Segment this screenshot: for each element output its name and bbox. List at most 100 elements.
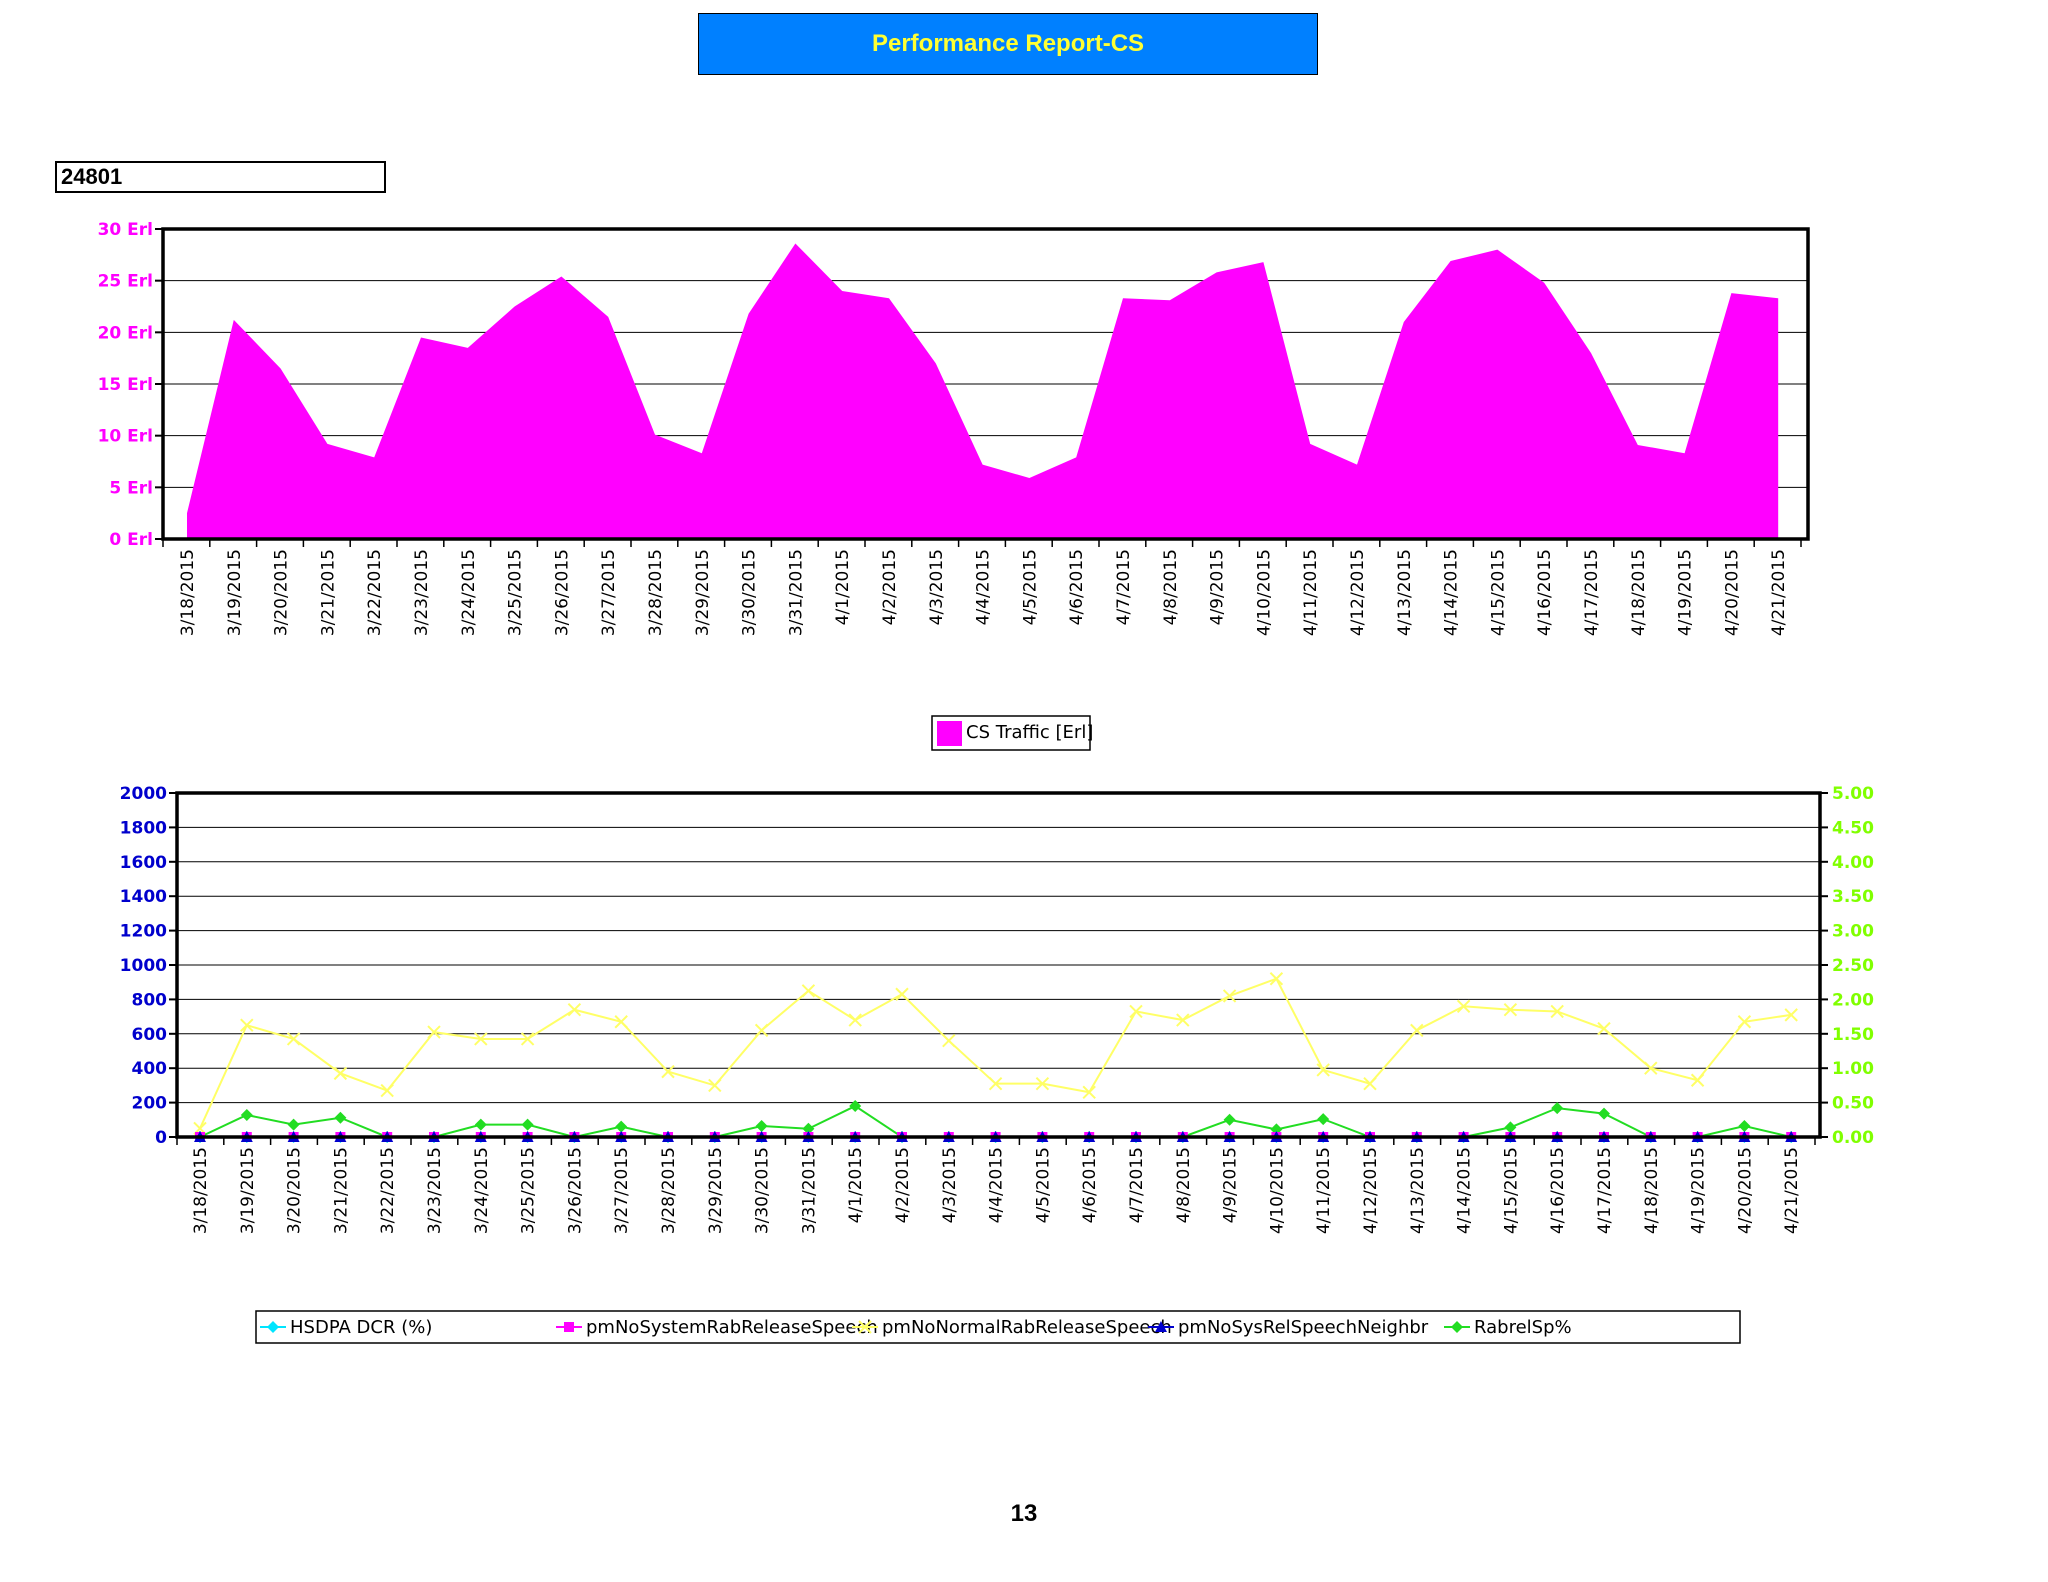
traffic-x-tick-label: 3/22/2015: [365, 549, 385, 636]
release-y-tick-label: 2000: [120, 784, 167, 804]
traffic-x-tick-label: 3/31/2015: [786, 549, 806, 636]
traffic-x-tick-label: 4/12/2015: [1348, 549, 1368, 636]
release-x-tick-label: 3/30/2015: [753, 1147, 773, 1234]
traffic-y-tick-label: 20 Erl: [98, 323, 153, 343]
series-point-4: [1317, 1113, 1330, 1126]
traffic-x-tick-label: 4/3/2015: [927, 549, 947, 625]
series-point-2: [427, 1025, 441, 1039]
series-point-4: [334, 1111, 347, 1124]
traffic-x-tick-label: 3/24/2015: [459, 549, 479, 636]
release-legend-marker: [1451, 1321, 1463, 1333]
release-legend-label: RabrelSp%: [1474, 1317, 1572, 1338]
release-plot-frame: [175, 791, 1822, 1139]
release-x-tick-label: 4/10/2015: [1267, 1147, 1287, 1234]
release-legend-marker: [1155, 1321, 1167, 1332]
release-x-tick-label: 3/31/2015: [799, 1147, 819, 1234]
release-legend-label: pmNoSysRelSpeechNeighbr: [1178, 1317, 1429, 1338]
traffic-x-tick-label: 3/21/2015: [318, 549, 338, 636]
series-point-2: [754, 1023, 769, 1038]
traffic-x-tick-label: 3/28/2015: [646, 549, 666, 636]
series-point-4: [474, 1118, 487, 1131]
series-point-4: [755, 1119, 768, 1132]
series-point-2: [1456, 999, 1471, 1013]
release-x-tick-label: 4/5/2015: [1033, 1147, 1053, 1223]
traffic-x-tick-label: 4/16/2015: [1535, 549, 1555, 636]
series-point-2: [1597, 1021, 1611, 1036]
series-point-4: [1551, 1102, 1564, 1115]
series-point-4: [240, 1108, 253, 1121]
series-point-2: [240, 1018, 254, 1032]
traffic-x-tick-label: 4/8/2015: [1161, 549, 1181, 625]
series-point-2: [1644, 1061, 1658, 1075]
traffic-x-tick-label: 4/19/2015: [1676, 549, 1696, 636]
release-x-tick-label: 4/4/2015: [987, 1147, 1007, 1223]
release-x-tick-label: 3/22/2015: [378, 1147, 398, 1234]
series-point-2: [1316, 1063, 1330, 1077]
series-point-4: [1738, 1119, 1751, 1132]
series-point-2: [801, 984, 816, 998]
series-point-4: [1598, 1107, 1610, 1120]
traffic-x-tick-label: 3/30/2015: [740, 549, 760, 636]
traffic-x-tick-label: 4/17/2015: [1582, 549, 1602, 636]
release-x-tick-label: 4/3/2015: [940, 1147, 960, 1223]
release-x-tick-label: 4/17/2015: [1595, 1147, 1615, 1234]
series-point-2: [1176, 1013, 1190, 1027]
traffic-x-tick-label: 3/27/2015: [599, 549, 619, 636]
series-point-4: [615, 1120, 628, 1133]
release-y2-tick-label: 0.50: [1832, 1094, 1874, 1114]
traffic-x-tick-label: 4/18/2015: [1629, 549, 1649, 636]
release-y2-tick-label: 2.00: [1832, 990, 1874, 1010]
release-x-tick-label: 3/26/2015: [565, 1147, 585, 1234]
release-x-tick-label: 4/16/2015: [1548, 1147, 1568, 1234]
page-number: 13: [1010, 1500, 1038, 1527]
series-point-2: [567, 1003, 582, 1017]
traffic-x-tick-label: 4/4/2015: [974, 549, 994, 625]
series-point-2: [895, 987, 909, 1001]
release-y-tick-label: 400: [132, 1059, 168, 1079]
traffic-x-tick-label: 3/19/2015: [225, 549, 245, 636]
series-point-2: [1503, 1003, 1518, 1017]
release-x-tick-label: 4/20/2015: [1735, 1147, 1755, 1234]
series-point-2: [848, 1013, 862, 1027]
release-x-tick-label: 3/23/2015: [425, 1147, 445, 1234]
release-y-tick-label: 1200: [120, 922, 167, 942]
series-point-2: [708, 1078, 722, 1093]
release-y2-tick-label: 3.00: [1832, 922, 1874, 942]
release-y2-tick-label: 2.50: [1832, 956, 1874, 976]
release-x-tick-label: 3/28/2015: [659, 1147, 679, 1234]
cs-traffic-area: [187, 243, 1779, 539]
release-x-tick-label: 3/21/2015: [331, 1147, 351, 1234]
release-y2-tick-label: 1.50: [1832, 1025, 1874, 1045]
traffic-x-tick-label: 4/1/2015: [833, 549, 853, 625]
release-legend-box: [255, 1310, 1741, 1344]
traffic-x-tick-label: 4/15/2015: [1488, 549, 1508, 636]
series-point-4: [802, 1122, 815, 1135]
series-point-2: [1222, 989, 1237, 1003]
release-legend-label: HSDPA DCR (%): [290, 1317, 432, 1338]
series-point-2: [1550, 1004, 1564, 1019]
traffic-x-tick-label: 4/11/2015: [1301, 549, 1321, 636]
series-point-4: [849, 1100, 862, 1113]
traffic-x-tick-label: 4/14/2015: [1442, 549, 1462, 636]
traffic-x-tick-label: 3/25/2015: [506, 549, 526, 636]
traffic-x-tick-label: 4/21/2015: [1769, 549, 1789, 636]
traffic-x-tick-label: 4/9/2015: [1208, 549, 1228, 625]
release-y-tick-label: 1400: [120, 887, 167, 907]
traffic-x-tick-label: 3/26/2015: [552, 549, 572, 636]
traffic-legend-label: CS Traffic [Erl]: [966, 722, 1093, 743]
release-x-tick-label: 4/19/2015: [1689, 1147, 1709, 1234]
release-y2-tick-label: 4.50: [1832, 818, 1874, 838]
series-point-2: [614, 1015, 628, 1029]
release-y2-tick-label: 1.00: [1832, 1059, 1874, 1079]
release-y-tick-label: 1000: [120, 956, 167, 976]
cell-id-box: 24801: [55, 161, 386, 193]
series-point-2: [1269, 972, 1284, 986]
release-legend-label: pmNoNormalRabReleaseSpeech: [882, 1317, 1172, 1338]
release-x-tick-label: 4/15/2015: [1501, 1147, 1521, 1234]
traffic-x-tick-label: 4/13/2015: [1395, 549, 1415, 636]
release-x-tick-label: 3/25/2015: [519, 1147, 539, 1234]
traffic-legend-swatch: [937, 721, 962, 746]
series-point-2: [333, 1066, 348, 1081]
release-legend-label: pmNoSystemRabReleaseSpeech: [586, 1317, 878, 1338]
release-x-tick-label: 4/8/2015: [1174, 1147, 1194, 1223]
